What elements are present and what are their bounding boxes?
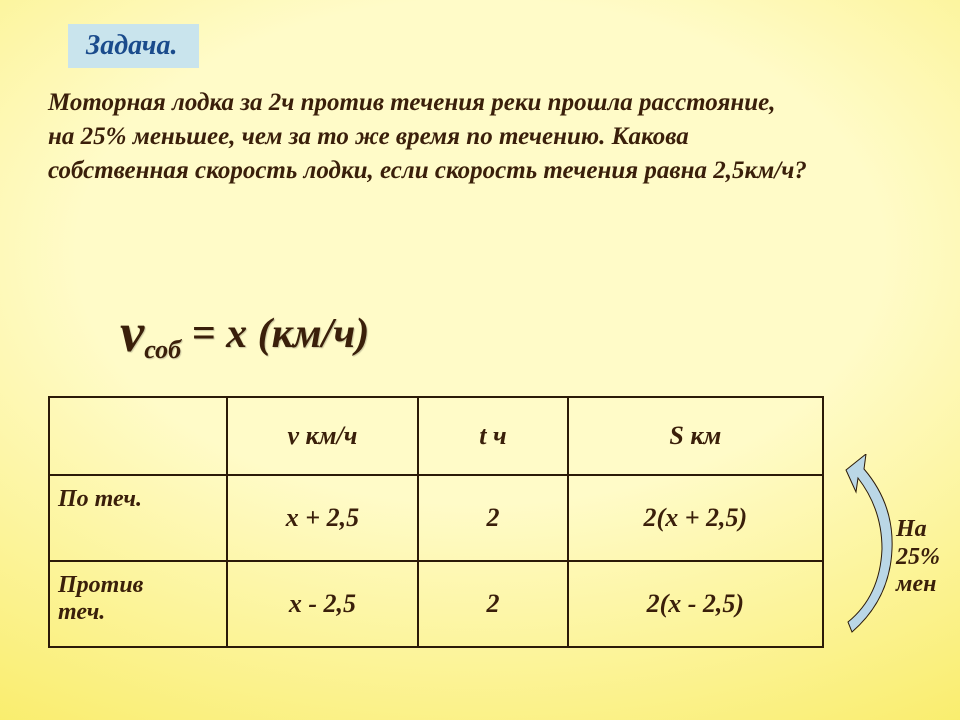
slide-background: Задача. Моторная лодка за 2ч против тече… <box>0 0 960 720</box>
cell-s-downstream: 2(x + 2,5) <box>568 475 823 561</box>
cell-s-upstream: 2(x - 2,5) <box>568 561 823 647</box>
table-row: Противтеч. x - 2,5 2 2(x - 2,5) <box>49 561 823 647</box>
annotation-25pct: На 25% мен <box>896 516 940 599</box>
table-row: По теч. x + 2,5 2 2(x + 2,5) <box>49 475 823 561</box>
col-header-v: v км/ч <box>227 397 418 475</box>
cell-t-upstream: 2 <box>418 561 568 647</box>
formula: vсоб = x (км/ч) <box>120 310 369 363</box>
curved-arrow-icon <box>826 454 896 644</box>
table-header-row: v км/ч t ч S км <box>49 397 823 475</box>
problem-label: Задача. <box>86 30 177 61</box>
annotation-line1: На <box>896 516 927 542</box>
annotation-line3: мен <box>896 571 936 597</box>
formula-rest: = x (км/ч) <box>181 311 369 357</box>
data-table: v км/ч t ч S км По теч. x + 2,5 2 2(x + … <box>48 396 824 648</box>
cell-t-downstream: 2 <box>418 475 568 561</box>
col-header-t: t ч <box>418 397 568 475</box>
annotation-line2: 25% <box>896 544 940 570</box>
data-table-container: v км/ч t ч S км По теч. x + 2,5 2 2(x + … <box>48 396 824 648</box>
problem-statement: Моторная лодка за 2ч против течения реки… <box>48 86 808 187</box>
row-head-downstream: По теч. <box>49 475 227 561</box>
problem-label-box: Задача. <box>68 24 199 68</box>
formula-sub: соб <box>144 335 181 364</box>
col-header-s: S км <box>568 397 823 475</box>
cell-v-downstream: x + 2,5 <box>227 475 418 561</box>
row-head-upstream: Противтеч. <box>49 561 227 647</box>
cell-v-upstream: x - 2,5 <box>227 561 418 647</box>
table-corner <box>49 397 227 475</box>
formula-v: v <box>120 302 144 363</box>
